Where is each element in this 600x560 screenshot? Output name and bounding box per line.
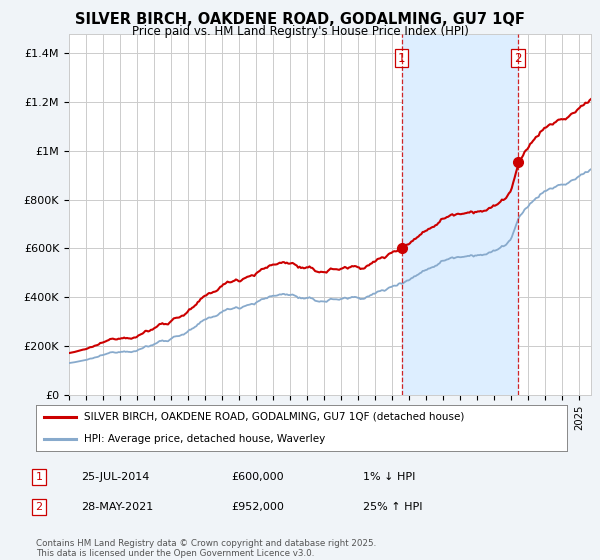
Text: 25% ↑ HPI: 25% ↑ HPI <box>363 502 422 512</box>
Text: £600,000: £600,000 <box>231 472 284 482</box>
Text: 1: 1 <box>35 472 43 482</box>
Text: £952,000: £952,000 <box>231 502 284 512</box>
Text: 2: 2 <box>514 52 522 64</box>
Text: 25-JUL-2014: 25-JUL-2014 <box>81 472 149 482</box>
Text: 1: 1 <box>398 52 406 64</box>
Text: HPI: Average price, detached house, Waverley: HPI: Average price, detached house, Wave… <box>84 434 325 444</box>
Text: 1% ↓ HPI: 1% ↓ HPI <box>363 472 415 482</box>
Text: SILVER BIRCH, OAKDENE ROAD, GODALMING, GU7 1QF: SILVER BIRCH, OAKDENE ROAD, GODALMING, G… <box>75 12 525 27</box>
Text: 2: 2 <box>35 502 43 512</box>
Text: Contains HM Land Registry data © Crown copyright and database right 2025.
This d: Contains HM Land Registry data © Crown c… <box>36 539 376 558</box>
Text: Price paid vs. HM Land Registry's House Price Index (HPI): Price paid vs. HM Land Registry's House … <box>131 25 469 38</box>
Bar <box>401 34 518 395</box>
Text: SILVER BIRCH, OAKDENE ROAD, GODALMING, GU7 1QF (detached house): SILVER BIRCH, OAKDENE ROAD, GODALMING, G… <box>84 412 464 422</box>
Text: 28-MAY-2021: 28-MAY-2021 <box>81 502 153 512</box>
